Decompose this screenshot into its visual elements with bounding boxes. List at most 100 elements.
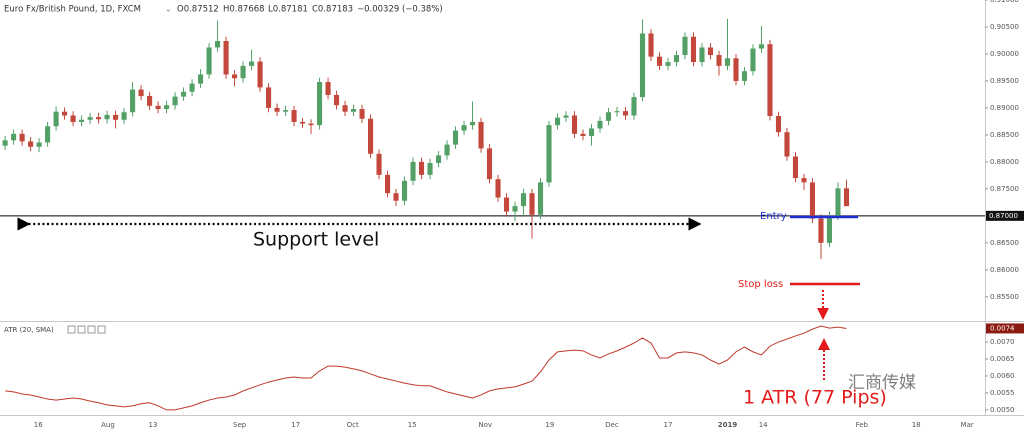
candle-body	[554, 117, 561, 126]
candle-body	[113, 114, 119, 120]
candle-body	[223, 41, 229, 75]
candle-body	[266, 87, 272, 108]
candle-body	[53, 111, 59, 127]
x-tick-label: Oct	[347, 421, 359, 429]
candle-body	[775, 116, 782, 133]
candle-body	[79, 119, 85, 122]
candle-body	[639, 33, 646, 98]
candle-body	[665, 62, 671, 66]
candle-body	[648, 33, 654, 57]
candle-body	[401, 180, 408, 201]
candle-body	[724, 58, 731, 66]
candle-body	[733, 58, 739, 81]
candle-body	[96, 117, 102, 120]
candle-body	[350, 109, 357, 112]
atr-line	[5, 325, 847, 411]
candle-body	[45, 126, 51, 143]
candle-body	[147, 96, 153, 106]
candle-body	[673, 55, 680, 63]
indicator-icons[interactable]	[67, 325, 106, 334]
y2-tick-label: 0.0070	[990, 338, 1015, 346]
candle-body	[605, 112, 612, 121]
candle-body	[376, 153, 382, 175]
candle-body	[801, 178, 807, 183]
candle-body	[529, 193, 535, 215]
candle-body	[699, 47, 705, 63]
candle-body	[393, 193, 399, 201]
candle-body	[435, 155, 442, 163]
candle-body	[835, 188, 841, 216]
candle-body	[741, 71, 748, 81]
x-tick-label: 2019	[718, 421, 738, 429]
candle-body	[818, 218, 824, 243]
ohlc-open: O0.87512	[177, 5, 219, 15]
y-tick-label: 0.88000	[990, 158, 1019, 166]
candle-body	[138, 89, 144, 97]
support-label: Support level	[253, 229, 379, 251]
y2-tick-label: 0.0055	[990, 389, 1015, 397]
x-tick-label: 17	[291, 421, 300, 429]
icon[interactable]	[97, 325, 106, 334]
candle-body	[87, 117, 93, 120]
ohlc-close: C0.87183	[312, 5, 353, 15]
candle-body	[469, 121, 476, 126]
x-tick-label: 19	[545, 421, 554, 429]
candle-body	[257, 61, 263, 88]
watermark: 汇商传媒	[848, 373, 916, 393]
x-tick-label: Dec	[605, 421, 619, 429]
candle-body	[444, 144, 450, 156]
x-tick-label: 17	[664, 421, 673, 429]
candle-body	[367, 118, 374, 154]
candle-body	[359, 109, 365, 119]
candle-body	[333, 94, 340, 106]
candle-body	[240, 65, 246, 79]
candle-body	[181, 91, 187, 97]
candle-body	[317, 82, 323, 126]
candle-body	[215, 41, 221, 48]
candle-body	[342, 105, 348, 112]
candle-body	[843, 188, 850, 207]
x-tick-label: 15	[408, 421, 417, 429]
candle-body	[206, 47, 212, 75]
candle-body	[537, 182, 544, 215]
ohlc-change: −0.00329 (−0.38%)	[357, 5, 443, 15]
candle-body	[198, 74, 204, 84]
candle-body	[503, 197, 510, 212]
candle-body	[478, 121, 484, 149]
atr-tag-label: 0.0074	[990, 324, 1015, 332]
candle-body	[580, 133, 586, 136]
candle-body	[707, 47, 714, 56]
axis-layer: 0.91000 0.90500 0.90000 0.89500 0.89000 0.885…	[34, 0, 1024, 429]
icon[interactable]	[67, 325, 76, 334]
candle-body	[427, 162, 433, 175]
candle-body	[172, 96, 178, 106]
x-tick-label: 14	[759, 421, 768, 429]
y-tick-label: 0.89500	[990, 77, 1019, 85]
candle-body	[809, 182, 816, 219]
icon[interactable]	[77, 325, 86, 334]
candle-body	[70, 115, 76, 122]
candle-body	[308, 123, 314, 126]
y-tick-label: 0.90500	[990, 23, 1019, 31]
indicator-title: ATR (20, SMA)	[4, 326, 54, 334]
x-tick-label: 13	[149, 421, 158, 429]
candle-body	[19, 133, 25, 142]
price-tag	[986, 210, 1024, 221]
candle-body	[571, 115, 578, 134]
price-tag-label: 0.87000	[989, 212, 1018, 220]
candle-body	[614, 111, 620, 113]
candle-body	[512, 206, 518, 212]
candle-body	[656, 56, 663, 66]
candle-body	[291, 110, 297, 122]
y2-tick-label: 0.0065	[990, 355, 1015, 363]
candle-body	[682, 36, 688, 56]
dropdown-icon[interactable]: ⌄	[165, 5, 172, 14]
candle-body	[249, 61, 255, 66]
candle-body	[274, 107, 280, 112]
candle-body	[597, 120, 603, 129]
icon[interactable]	[87, 325, 96, 334]
candle-body	[28, 141, 34, 147]
candle-body	[104, 114, 110, 120]
